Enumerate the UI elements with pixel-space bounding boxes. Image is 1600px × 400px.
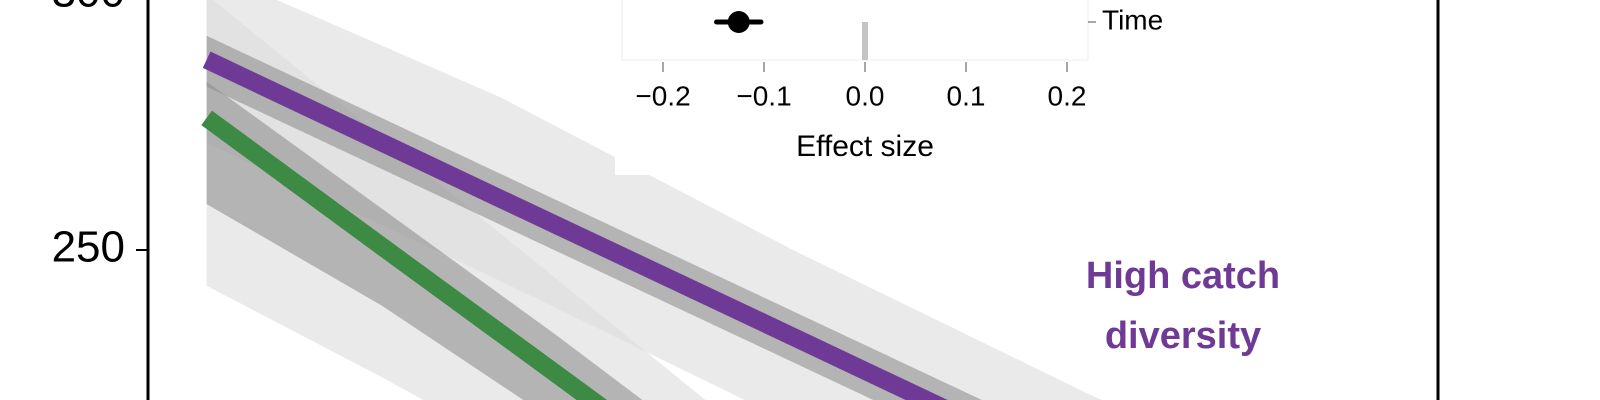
- y-tick-label: 300: [52, 0, 125, 17]
- series-label-line: High catch: [1086, 255, 1280, 297]
- series-label-line: diversity: [1105, 315, 1261, 357]
- confidence-band-inner: [206, 35, 982, 400]
- series-line: [202, 51, 948, 400]
- point: [727, 11, 750, 33]
- x-tick-label: −0.1: [736, 80, 791, 111]
- series-label: High catch diversity: [1086, 255, 1280, 357]
- confidence-band-outer: [206, 0, 1102, 400]
- series-line: [201, 110, 608, 400]
- axes: 250 300: [52, 0, 1440, 400]
- confidence-band-inner: [206, 81, 643, 400]
- y-tick-label: Time: [1102, 4, 1163, 35]
- plot-lines: [201, 51, 948, 400]
- x-tick-label: 0.1: [947, 80, 986, 111]
- reference-line: [861, 22, 868, 60]
- x-tick-label: −0.2: [635, 80, 690, 111]
- inset-chart: −0.2 −0.1 0.0 0.1 0.2 Effect size Time: [615, 0, 1163, 175]
- x-axis-label: Effect size: [796, 130, 934, 163]
- y-tick-label: 250: [52, 223, 125, 272]
- x-tick-label: 0.0: [846, 80, 885, 111]
- plot-area: [206, 0, 1102, 400]
- inset-panel: [621, 0, 1089, 61]
- x-tick-label: 0.2: [1048, 80, 1087, 111]
